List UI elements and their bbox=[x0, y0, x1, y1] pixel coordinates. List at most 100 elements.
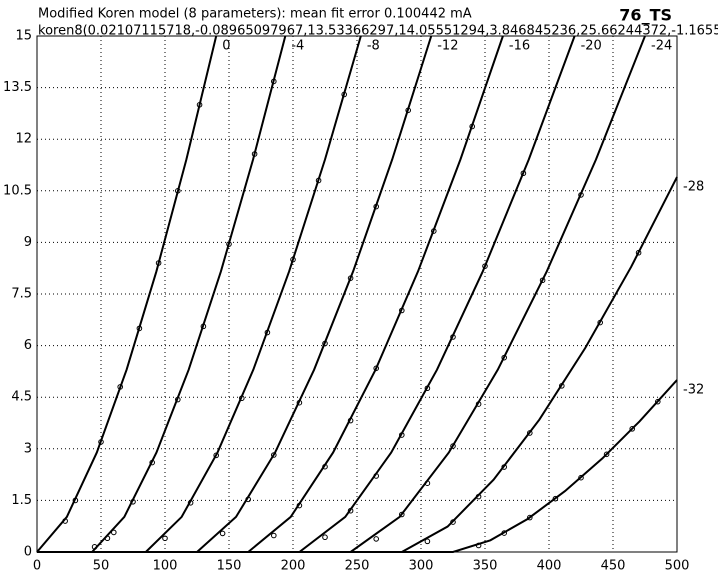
fit-curve bbox=[36, 35, 218, 553]
curve-label: 0 bbox=[222, 39, 230, 54]
curve-label: -8 bbox=[367, 39, 380, 54]
measured-point bbox=[527, 430, 533, 436]
curve-label: -28 bbox=[683, 180, 704, 195]
measured-point bbox=[104, 535, 111, 542]
measured-point bbox=[136, 325, 143, 332]
y-tick-label: 6 bbox=[24, 338, 32, 353]
curve-label: -12 bbox=[437, 39, 458, 54]
measured-point bbox=[347, 417, 354, 424]
measured-point bbox=[501, 530, 508, 536]
measured-point bbox=[399, 432, 405, 438]
measured-point bbox=[399, 307, 405, 314]
measured-point bbox=[175, 396, 181, 403]
y-tick-label: 12 bbox=[15, 132, 32, 147]
measured-point bbox=[98, 439, 104, 445]
x-tick-label: 350 bbox=[473, 559, 498, 574]
measured-point bbox=[373, 203, 380, 210]
measured-point bbox=[520, 170, 527, 177]
fit-curve bbox=[37, 35, 504, 553]
measured-point bbox=[597, 319, 604, 326]
y-tick-label: 1.5 bbox=[11, 493, 32, 508]
measured-point bbox=[501, 354, 508, 361]
measured-point bbox=[578, 192, 584, 198]
tube-name: 76_TS bbox=[619, 6, 672, 25]
measured-point bbox=[322, 534, 328, 541]
measured-point bbox=[399, 511, 405, 518]
y-tick-label: 15 bbox=[15, 29, 32, 44]
measured-point bbox=[405, 107, 412, 114]
fit-curve bbox=[37, 35, 646, 553]
measured-point bbox=[347, 507, 354, 514]
measured-point bbox=[271, 78, 277, 85]
chart-subtitle: koren8(0.02107115718,-0.08965097967,13.5… bbox=[38, 24, 718, 39]
measured-point bbox=[130, 498, 136, 505]
measured-point bbox=[431, 228, 437, 234]
measured-point bbox=[373, 473, 380, 479]
measured-point bbox=[578, 474, 584, 481]
measured-point bbox=[347, 275, 354, 281]
measured-point bbox=[450, 334, 456, 340]
measured-point bbox=[117, 384, 123, 390]
measured-point bbox=[322, 463, 328, 470]
measured-point bbox=[635, 249, 642, 256]
y-tick-label: 13.5 bbox=[3, 80, 32, 95]
y-tick-label: 7.5 bbox=[11, 287, 32, 302]
measured-point bbox=[482, 263, 488, 269]
measured-point bbox=[450, 519, 456, 525]
measured-point bbox=[475, 542, 482, 549]
measured-point bbox=[213, 452, 219, 459]
measured-point bbox=[296, 399, 303, 406]
measured-point bbox=[200, 323, 207, 330]
x-tick-label: 300 bbox=[409, 559, 434, 574]
measured-point bbox=[469, 123, 476, 130]
fit-curve bbox=[37, 35, 287, 553]
measured-point bbox=[149, 459, 155, 466]
measured-point bbox=[603, 451, 610, 458]
measured-point bbox=[175, 188, 181, 194]
y-tick-label: 0 bbox=[24, 545, 32, 560]
measured-point bbox=[475, 401, 482, 407]
chart-title: Modified Koren model (8 parameters): mea… bbox=[38, 7, 472, 22]
x-tick-label: 450 bbox=[601, 559, 626, 574]
measured-point bbox=[251, 151, 258, 157]
measured-point bbox=[264, 329, 271, 336]
x-tick-label: 500 bbox=[665, 559, 690, 574]
curve-label: -16 bbox=[509, 39, 530, 54]
measured-point bbox=[187, 500, 194, 506]
measured-point bbox=[655, 398, 661, 405]
measured-point bbox=[62, 518, 68, 524]
fit-curve bbox=[37, 379, 678, 553]
y-tick-label: 9 bbox=[24, 235, 32, 250]
measured-point bbox=[239, 395, 245, 402]
measured-point bbox=[501, 464, 508, 470]
measured-point bbox=[290, 256, 296, 263]
y-tick-label: 3 bbox=[24, 441, 32, 456]
curve-label: -32 bbox=[683, 383, 704, 398]
curve-label: -20 bbox=[581, 39, 602, 54]
x-tick-label: 50 bbox=[93, 559, 110, 574]
x-tick-label: 200 bbox=[281, 559, 306, 574]
measured-point bbox=[373, 365, 380, 372]
x-tick-label: 0 bbox=[33, 559, 41, 574]
measured-point bbox=[559, 383, 565, 389]
measured-point bbox=[271, 532, 277, 539]
x-tick-label: 100 bbox=[153, 559, 178, 574]
fit-curve bbox=[37, 35, 576, 553]
measured-point bbox=[196, 102, 203, 108]
fit-curve bbox=[37, 35, 433, 553]
measured-point bbox=[424, 385, 431, 392]
measured-point bbox=[91, 544, 98, 550]
measured-point bbox=[72, 497, 79, 504]
measured-point bbox=[322, 340, 328, 347]
y-tick-label: 4.5 bbox=[11, 390, 32, 405]
measured-point bbox=[527, 514, 533, 521]
measured-point bbox=[424, 480, 431, 487]
measured-point bbox=[373, 536, 380, 542]
measured-point bbox=[155, 260, 162, 266]
measured-point bbox=[539, 277, 546, 284]
measured-point bbox=[450, 443, 456, 449]
measured-point bbox=[111, 529, 117, 536]
